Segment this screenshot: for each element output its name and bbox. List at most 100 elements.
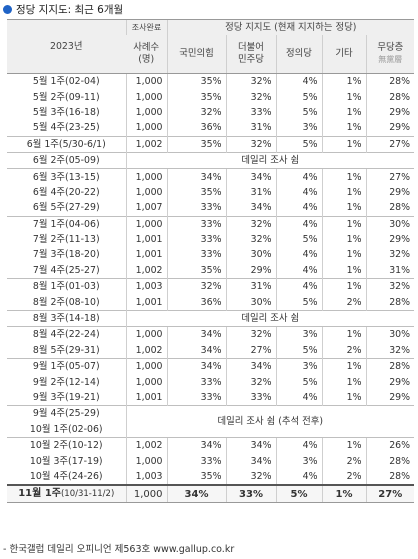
survey-skipped-note: 데일리 조사 쉼 (추석 전후) [125, 405, 415, 438]
cell-none: 29% [365, 231, 415, 248]
cell-jp: 5% [275, 231, 322, 248]
row-label: 8월 2주(08-10) [32, 296, 100, 308]
cell-jp: 4% [275, 468, 322, 486]
cell-ppp: 36% [166, 294, 226, 311]
cell-dp: 30% [225, 294, 276, 311]
row-label: 5월 4주(23-25) [32, 122, 100, 134]
cell-jp: 3% [275, 453, 322, 469]
sample-size-cell: 1,000 [125, 104, 167, 121]
sample-size-cell: 1,007 [125, 200, 167, 217]
row-label: 7월 3주(18-20) [32, 249, 100, 261]
table-row: 6월 2주(05-09) 데일리 조사 쉼 [7, 151, 415, 169]
cell-none: 31% [365, 262, 415, 279]
sample-size-cell: 1,000 [125, 168, 167, 185]
latest-none: 27% [365, 484, 415, 504]
table-row: 6월 1주(5/30-6/1) 1,002 35% 32% 5% 1% 27% [7, 135, 415, 153]
cell-ppp: 33% [166, 453, 226, 469]
col-ppp: 국민의힘 [166, 35, 226, 74]
cell-etc: 1% [321, 73, 366, 90]
cell-etc: 1% [321, 168, 366, 185]
cell-dp: 34% [225, 453, 276, 469]
sample-main: 사례수 [133, 42, 160, 53]
cell-dp: 31% [225, 120, 276, 137]
cell-etc: 2% [321, 468, 366, 486]
row-label: 8월 5주(29-31) [32, 344, 100, 356]
row-label: 6월 5주(27-29) [32, 202, 100, 214]
cell-jp: 5% [275, 135, 322, 153]
row-label: 8월 3주(14-18) [7, 309, 126, 327]
table-row: 6월 3주(13-15) 1,000 34% 34% 4% 1% 27% [7, 168, 415, 185]
bullet-icon [3, 4, 12, 14]
cell-jp: 4% [275, 436, 322, 454]
sample-size-cell: 1,000 [125, 358, 167, 375]
col-etc: 기타 [321, 35, 366, 74]
cell-etc: 1% [321, 215, 366, 232]
table-row: 7월 3주(18-20) 1,001 33% 30% 4% 1% 32% [7, 247, 415, 263]
table-row: 9월 3주(19-21) 1,001 33% 33% 4% 1% 29% [7, 389, 415, 406]
cell-ppp: 34% [166, 168, 226, 185]
cell-dp: 27% [225, 342, 276, 359]
cell-ppp: 35% [166, 262, 226, 279]
table-row: 6월 4주(20-22) 1,000 35% 31% 4% 1% 29% [7, 184, 415, 201]
cell-ppp: 32% [166, 104, 226, 121]
cell-jp: 5% [275, 294, 322, 311]
cell-etc: 1% [321, 262, 366, 279]
cell-etc: 1% [321, 120, 366, 137]
row-label: 9월 1주(05-07) [7, 358, 126, 375]
sample-size-cell: 1,002 [125, 436, 167, 454]
sample-size-cell: 1,000 [125, 120, 167, 137]
cell-ppp: 33% [166, 200, 226, 217]
cell-none: 29% [365, 389, 415, 406]
page-title: 정당 지지도: 최근 6개월 [3, 2, 123, 16]
table-row: 9월 2주(12-14) 1,000 33% 32% 5% 1% 29% [7, 374, 415, 390]
table-row: 5월 2주(09-11) 1,000 35% 32% 5% 1% 28% [7, 89, 415, 105]
cell-ppp: 34% [166, 358, 226, 375]
sample-size-cell: 1,002 [125, 342, 167, 359]
sample-size-cell: 1,000 [125, 73, 167, 90]
cell-etc: 2% [321, 342, 366, 359]
latest-label-week: 11월 1주 [18, 488, 61, 500]
cell-jp: 3% [275, 120, 322, 137]
cell-jp: 5% [275, 89, 322, 105]
cell-none: 28% [365, 294, 415, 311]
row-label: 5월 2주(09-11) [32, 91, 100, 103]
sample-size-cell: 1,000 [125, 326, 167, 343]
cell-ppp: 35% [166, 135, 226, 153]
table-row: 8월 5주(29-31) 1,002 34% 27% 5% 2% 32% [7, 342, 415, 359]
cell-etc: 1% [321, 374, 366, 390]
table-row: 8월 4주(22-24) 1,000 34% 32% 3% 1% 30% [7, 326, 415, 343]
survey-skipped-note: 데일리 조사 쉼 [125, 151, 415, 169]
row-label: 6월 3주(13-15) [7, 168, 126, 185]
cell-none: 32% [365, 342, 415, 359]
cell-dp: 32% [225, 326, 276, 343]
table-row: 7월 2주(11-13) 1,001 33% 32% 5% 1% 29% [7, 231, 415, 248]
footer-source: - 한국갤럽 데일리 오피니언 제563호 www.gallup.co.kr [3, 544, 235, 555]
cell-etc: 1% [321, 436, 366, 454]
cell-dp: 32% [225, 215, 276, 232]
table-row: 9월 4주(25-29) 데일리 조사 쉼 (추석 전후) [7, 405, 415, 438]
latest-dp: 33% [225, 484, 276, 504]
table-row: 10월 1주(02-06) [7, 422, 414, 438]
latest-ppp: 34% [166, 484, 226, 504]
cell-none: 28% [365, 453, 415, 469]
col-dp-line2: 민주당 [238, 54, 264, 65]
col-jp: 정의당 [275, 35, 322, 74]
cell-ppp: 34% [166, 326, 226, 343]
cell-jp: 5% [275, 104, 322, 121]
cell-dp: 33% [225, 104, 276, 121]
cell-dp: 31% [225, 278, 276, 295]
cell-none: 30% [365, 215, 415, 232]
col-none: 무당층 無黨層 [365, 35, 415, 74]
sample-size-cell: 1,002 [125, 135, 167, 153]
cell-ppp: 33% [166, 215, 226, 232]
row-label: 7월 4주(25-27) [32, 264, 100, 276]
cell-dp: 32% [225, 89, 276, 105]
party-support-table: 2023년 조사완료 정당 지지도 (현재 지지하는 정당) 사례수 (명) 국… [7, 19, 415, 504]
cell-none: 27% [365, 135, 415, 153]
sample-size-cell: 1,002 [125, 262, 167, 279]
latest-label-dates: (10/31-11/2) [60, 489, 115, 500]
cell-jp: 4% [275, 247, 322, 263]
cell-jp: 4% [275, 215, 322, 232]
cell-jp: 3% [275, 326, 322, 343]
cell-none: 28% [365, 89, 415, 105]
